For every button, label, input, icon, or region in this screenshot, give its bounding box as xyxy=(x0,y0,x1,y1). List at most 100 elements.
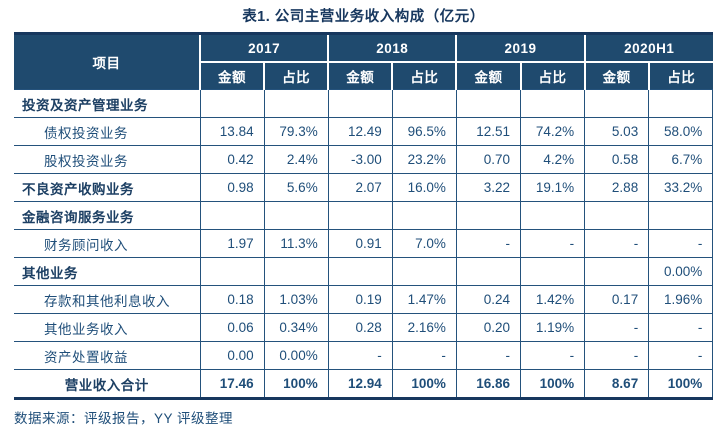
table-row: 其他业务收入 0.06 0.34% 0.28 2.16% 0.20 1.19% - - xyxy=(14,313,714,342)
value-cell: 96.5% xyxy=(391,117,457,146)
total-row: 营业收入合计 17.46 100% 12.94 100% 16.86 100% 8.67 100… xyxy=(14,369,714,399)
value-cell: 6.7% xyxy=(648,145,714,174)
row-label: 不良资产收购业务 xyxy=(14,173,200,202)
value-cell: 0.20 xyxy=(455,313,521,342)
amount-header: 金额 xyxy=(583,61,649,90)
amount-header: 金额 xyxy=(455,61,521,90)
value-cell: - xyxy=(519,341,585,370)
value-cell: 0.00% xyxy=(263,341,329,370)
table-row: 财务顾问收入 1.97 11.3% 0.91 7.0% - - - - xyxy=(14,229,714,258)
value-cell: 0.91 xyxy=(327,229,393,258)
value-cell: 12.94 xyxy=(327,369,393,399)
table-row: 债权投资业务 13.84 79.3% 12.49 96.5% 12.51 74.2% 5.03… xyxy=(14,117,714,146)
value-cell xyxy=(391,257,457,286)
value-cell: 23.2% xyxy=(391,145,457,174)
value-cell: 2.16% xyxy=(391,313,457,342)
value-cell xyxy=(648,201,714,230)
value-cell: 3.22 xyxy=(455,173,521,202)
value-cell: 0.24 xyxy=(455,285,521,314)
value-cell xyxy=(199,89,265,118)
value-cell: - xyxy=(648,313,714,342)
column-header-2018: 2018 xyxy=(327,33,457,62)
table-row: 其他业务 0.00% xyxy=(14,257,714,286)
value-cell: 0.06 xyxy=(199,313,265,342)
value-cell xyxy=(648,89,714,118)
share-header: 占比 xyxy=(647,61,713,90)
value-cell: 1.47% xyxy=(391,285,457,314)
value-cell: - xyxy=(455,229,521,258)
table-header: 项目 2017 2018 2019 2020H1 金额 占比 金额 占比 金额 … xyxy=(14,33,713,90)
value-cell: - xyxy=(584,229,649,258)
row-label: 投资及资产管理业务 xyxy=(14,89,200,118)
table-row: 投资及资产管理业务 xyxy=(14,89,714,118)
value-cell xyxy=(327,257,393,286)
value-cell: 16.0% xyxy=(391,173,457,202)
row-label: 财务顾问收入 xyxy=(14,229,200,258)
value-cell xyxy=(263,201,329,230)
value-cell: 1.42% xyxy=(519,285,585,314)
value-cell: 7.0% xyxy=(391,229,457,258)
value-cell xyxy=(455,89,521,118)
value-cell: 2.88 xyxy=(584,173,649,202)
revenue-composition-table: 项目 2017 2018 2019 2020H1 金额 占比 金额 占比 金额 … xyxy=(14,32,714,400)
data-source-note: 数据来源：评级报告，YY 评级整理 xyxy=(14,411,234,426)
value-cell xyxy=(519,89,585,118)
value-cell: 12.51 xyxy=(455,117,521,146)
value-cell: 2.4% xyxy=(263,145,329,174)
value-cell: 13.84 xyxy=(199,117,265,146)
table-row: 资产处置收益 0.00 0.00% - - - - - - xyxy=(14,341,714,370)
value-cell: 2.07 xyxy=(327,173,393,202)
value-cell: 16.86 xyxy=(455,369,521,399)
table-row: 金融咨询服务业务 xyxy=(14,201,714,230)
value-cell: 1.19% xyxy=(519,313,585,342)
subheader-row: 金额 占比 金额 占比 金额 占比 金额 占比 xyxy=(14,61,713,90)
value-cell: 0.28 xyxy=(327,313,393,342)
value-cell: 17.46 xyxy=(199,369,265,399)
value-cell: 0.17 xyxy=(584,285,649,314)
amount-header: 金额 xyxy=(327,61,393,90)
value-cell: 1.96% xyxy=(648,285,714,314)
row-label: 存款和其他利息收入 xyxy=(14,285,200,314)
value-cell xyxy=(263,257,329,286)
value-cell xyxy=(519,257,585,286)
value-cell: 0.00 xyxy=(199,341,265,370)
value-cell: 5.03 xyxy=(584,117,649,146)
value-cell: 0.42 xyxy=(199,145,265,174)
value-cell xyxy=(327,201,393,230)
value-cell: -3.00 xyxy=(327,145,393,174)
value-cell: 79.3% xyxy=(263,117,329,146)
value-cell: 0.34% xyxy=(263,313,329,342)
table-row: 不良资产收购业务 0.98 5.6% 2.07 16.0% 3.22 19.1% 2.88 33… xyxy=(14,173,714,202)
amount-header: 金额 xyxy=(198,61,265,90)
table-title: 表1. 公司主营业务收入构成（亿元） xyxy=(242,9,485,25)
value-cell: 100% xyxy=(263,369,329,399)
value-cell xyxy=(199,257,265,286)
value-cell: - xyxy=(584,341,649,370)
value-cell: - xyxy=(648,341,714,370)
row-label: 债权投资业务 xyxy=(14,117,200,146)
column-header-2020h1: 2020H1 xyxy=(583,33,713,62)
value-cell: 1.03% xyxy=(263,285,329,314)
value-cell: 100% xyxy=(391,369,457,399)
value-cell: 19.1% xyxy=(519,173,585,202)
value-cell: 0.58 xyxy=(584,145,649,174)
row-label: 其他业务 xyxy=(14,257,200,286)
table-row: 存款和其他利息收入 0.18 1.03% 0.19 1.47% 0.24 1.42% 0.17… xyxy=(14,285,714,314)
value-cell: 74.2% xyxy=(519,117,585,146)
value-cell: 0.00% xyxy=(648,257,714,286)
value-cell xyxy=(455,257,521,286)
share-header: 占比 xyxy=(391,61,457,90)
value-cell xyxy=(199,201,265,230)
column-header-2019: 2019 xyxy=(455,33,585,62)
row-label: 金融咨询服务业务 xyxy=(14,201,200,230)
row-label: 资产处置收益 xyxy=(14,341,200,370)
share-header: 占比 xyxy=(519,61,585,90)
value-cell: 12.49 xyxy=(327,117,393,146)
row-label: 营业收入合计 xyxy=(14,369,200,399)
value-cell xyxy=(584,257,649,286)
value-cell: 0.98 xyxy=(199,173,265,202)
value-cell: 33.2% xyxy=(648,173,714,202)
value-cell xyxy=(391,201,457,230)
value-cell xyxy=(327,89,393,118)
